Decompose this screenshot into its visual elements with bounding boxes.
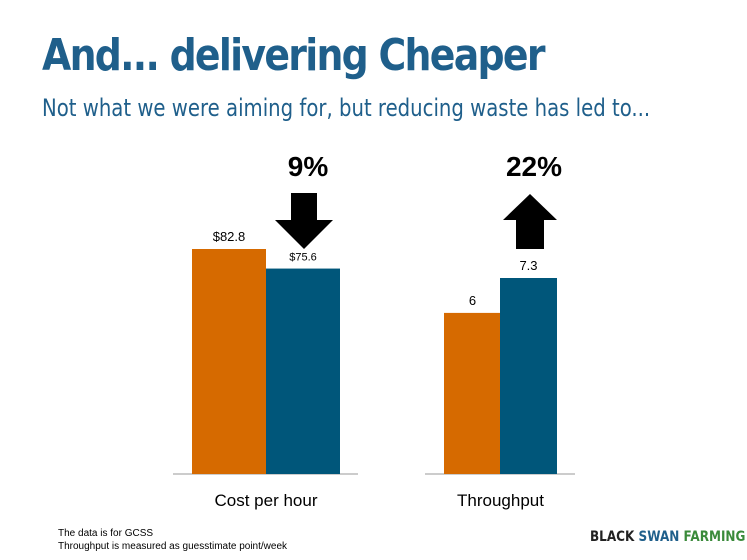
title-emphasis: Cheaper bbox=[378, 30, 546, 81]
bar-1-1 bbox=[192, 249, 266, 474]
footnote-throughput: Throughput is measured as guesstimate po… bbox=[58, 541, 288, 552]
category-label: Throughput bbox=[457, 491, 544, 510]
bar-1-2 bbox=[266, 268, 340, 474]
data-label: 6 bbox=[469, 293, 476, 308]
bar-2-2 bbox=[500, 278, 557, 474]
slide-subtitle: Not what we were aiming for, but reducin… bbox=[42, 94, 651, 122]
title-prefix: And... delivering bbox=[42, 30, 379, 81]
change-percent-label: 9% bbox=[288, 151, 329, 182]
bar-2-1 bbox=[444, 312, 501, 474]
footnote-data-source: The data is for GCSS bbox=[58, 528, 154, 539]
category-label: Cost per hour bbox=[215, 491, 318, 510]
data-label: $75.6 bbox=[289, 252, 317, 264]
data-label: 7.3 bbox=[519, 258, 537, 273]
slide-title: And... delivering Cheaper bbox=[42, 34, 546, 78]
down-arrow-icon bbox=[275, 193, 333, 249]
black-swan-farming-logo: BLACK SWAN FARMING bbox=[590, 529, 746, 545]
up-arrow-icon bbox=[503, 194, 557, 249]
change-percent-label: 22% bbox=[506, 151, 562, 182]
data-label: $82.8 bbox=[213, 229, 246, 244]
